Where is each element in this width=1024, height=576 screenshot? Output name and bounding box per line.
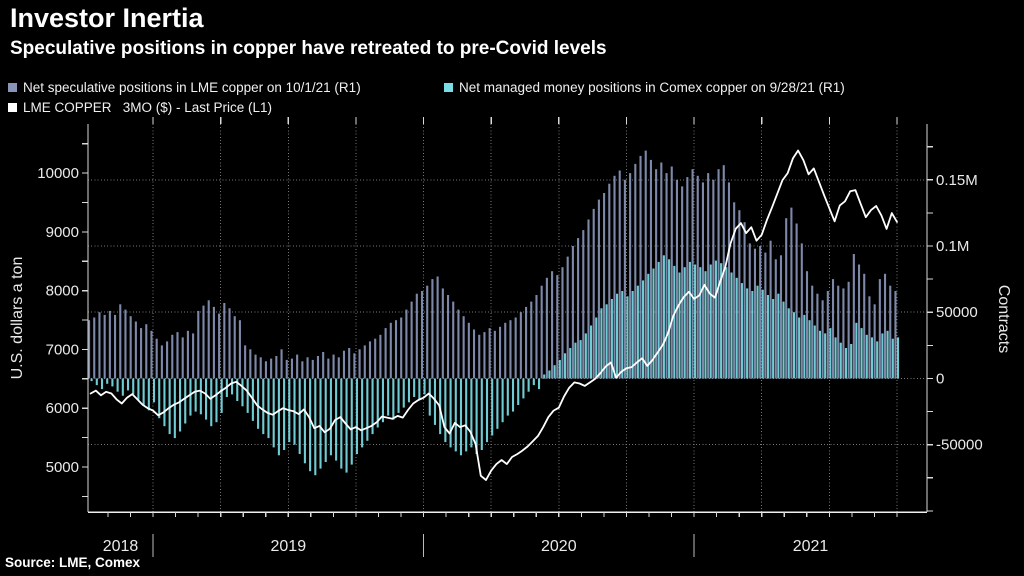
lme-net-spec-bars (88, 150, 897, 379)
top-axis-ticks (152, 117, 898, 124)
legend-item-0: Net speculative positions in LME copper … (8, 80, 361, 95)
svg-text:9000: 9000 (46, 224, 79, 241)
chart-subtitle: Speculative positions in copper have ret… (10, 38, 607, 59)
svg-text:6000: 6000 (46, 400, 79, 417)
legend-label: Net managed money positions in Comex cop… (459, 80, 845, 95)
source-note: Source: LME, Comex (5, 555, 141, 570)
legend-item-2: LME COPPER 3MO ($) - Last Price (L1) (8, 100, 272, 115)
svg-text:-50000: -50000 (936, 437, 983, 454)
legend-marker-icon (444, 83, 453, 92)
legend-marker-icon (8, 103, 17, 112)
svg-text:2018: 2018 (103, 538, 139, 555)
svg-text:2020: 2020 (541, 538, 577, 555)
price-line-group (89, 149, 898, 481)
legend-marker-icon (8, 83, 17, 92)
year-labels: 2018 2019 2020 2021 (103, 534, 829, 557)
right-axis-ticks: 0.15M 0.1M 50000 0 -50000 (927, 146, 983, 512)
page-title: Investor Inertia (10, 3, 204, 33)
svg-text:0: 0 (936, 370, 944, 387)
axes (87, 124, 928, 513)
legend-label: Net speculative positions in LME copper … (23, 80, 361, 95)
legend-label: LME COPPER 3MO ($) - Last Price (L1) (23, 100, 273, 115)
svg-text:8000: 8000 (46, 283, 79, 300)
price-line (89, 149, 898, 481)
legend-item-1: Net managed money positions in Comex cop… (444, 80, 845, 95)
svg-text:0.15M: 0.15M (936, 172, 978, 189)
svg-text:50000: 50000 (936, 304, 978, 321)
svg-text:2019: 2019 (271, 538, 307, 555)
left-axis-ticks: 10000 9000 8000 7000 6000 5000 (37, 143, 88, 497)
svg-text:0.1M: 0.1M (936, 238, 969, 255)
bottom-axis-ticks (107, 512, 898, 517)
svg-text:10000: 10000 (37, 165, 79, 182)
comex-managed-money-bars (90, 255, 900, 476)
svg-text:7000: 7000 (46, 341, 79, 358)
svg-text:2021: 2021 (793, 538, 829, 555)
svg-text:5000: 5000 (46, 459, 79, 476)
